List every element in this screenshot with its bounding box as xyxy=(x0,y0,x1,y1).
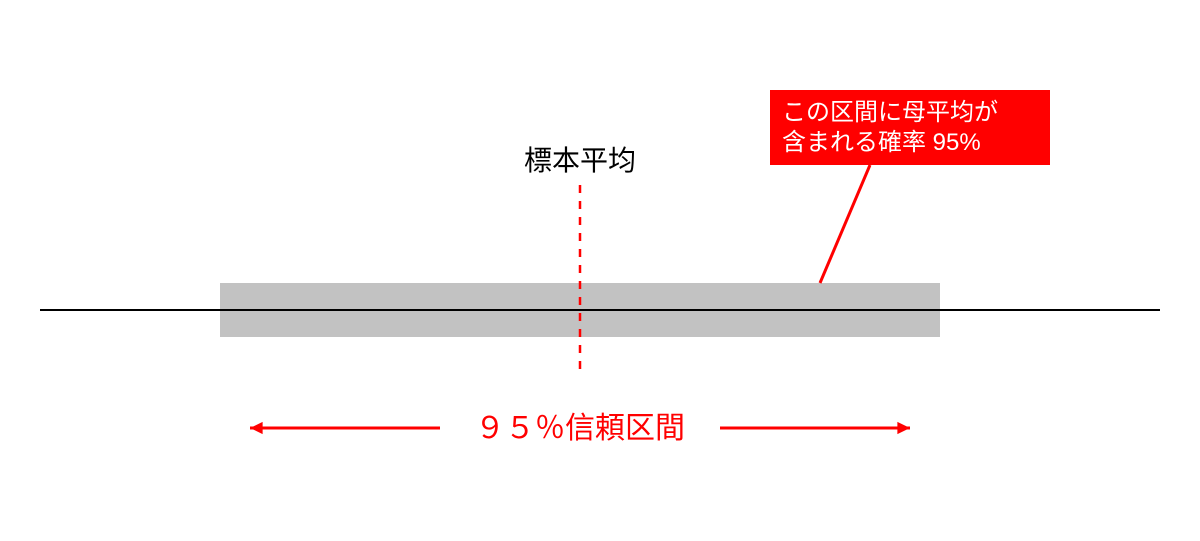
callout-pointer xyxy=(820,165,870,283)
callout-line1: この区間に母平均が xyxy=(782,99,998,126)
confidence-interval-label: ９５％信頼区間 xyxy=(475,412,685,445)
arrow-right xyxy=(720,422,910,434)
sample-mean-label: 標本平均 xyxy=(524,145,636,176)
arrow-left xyxy=(250,422,440,434)
callout-line2: 含まれる確率 95% xyxy=(782,129,981,156)
